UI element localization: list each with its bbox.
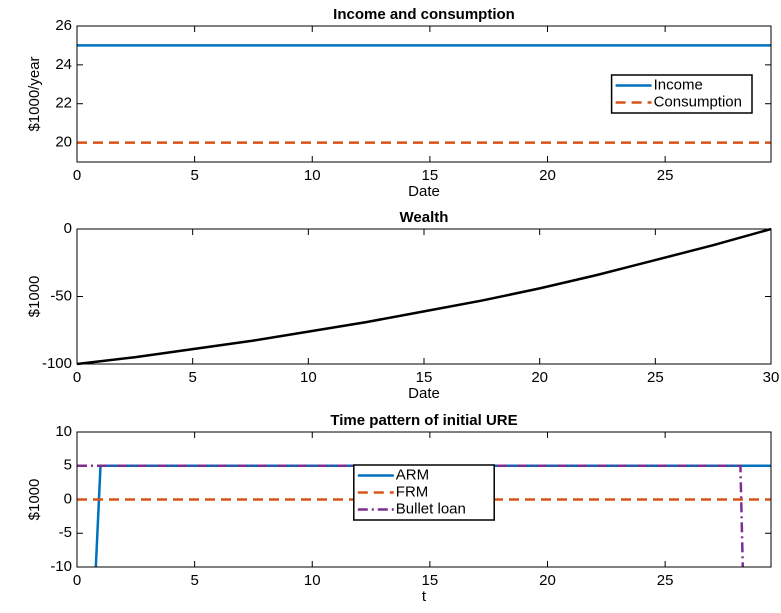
x-tick-label: 5 [190, 167, 198, 184]
y-axis-label: $1000 [26, 276, 43, 318]
x-tick-label: 10 [300, 369, 317, 386]
legend-label: Consumption [654, 93, 742, 110]
series-line [76, 227, 772, 366]
axes-box [76, 25, 772, 163]
x-tick-label: 30 [763, 369, 780, 386]
x-tick-label: 15 [422, 572, 439, 589]
y-tick-label: 26 [55, 17, 72, 34]
series-line [77, 464, 745, 568]
x-tick-label: 0 [73, 369, 81, 386]
x-axis-label: t [422, 588, 427, 605]
x-tick-label: 25 [647, 369, 664, 386]
axes-box [76, 228, 772, 365]
axes-box [76, 431, 772, 568]
legend-label: Income [654, 76, 703, 93]
y-tick-label: 10 [55, 423, 72, 440]
chart-title: Wealth [400, 209, 449, 226]
subplot: Time pattern of initial URE t $1000 0 5 10 15 2… [26, 412, 772, 605]
x-tick-label: 15 [416, 369, 433, 386]
y-tick-label: 0 [64, 220, 72, 237]
y-tick-label: 22 [55, 95, 72, 112]
y-axis-label: $1000/year [26, 56, 43, 131]
x-tick-label: 20 [539, 572, 556, 589]
y-tick-label: -100 [42, 355, 72, 372]
x-axis-label: Date [408, 183, 440, 200]
legend-label: FRM [396, 483, 429, 500]
y-tick-label: 0 [64, 490, 72, 507]
y-tick-label: -5 [59, 524, 72, 541]
y-tick-label: 5 [64, 457, 72, 474]
y-tick-label: 20 [55, 134, 72, 151]
y-tick-label: -50 [50, 287, 72, 304]
x-tick-label: 25 [657, 167, 674, 184]
legend-box [610, 74, 753, 114]
x-tick-label: 15 [422, 167, 439, 184]
chart-title: Time pattern of initial URE [330, 412, 517, 429]
x-tick-label: 20 [539, 167, 556, 184]
y-tick-label: 24 [55, 56, 72, 73]
y-axis-label: $1000 [26, 479, 43, 521]
chart-title: Income and consumption [333, 6, 515, 23]
x-tick-label: 10 [304, 572, 321, 589]
subplot: Wealth Date $1000 0 5 10 15 20 25 30 -100 -50 0 [26, 209, 779, 402]
x-tick-label: 0 [73, 167, 81, 184]
x-axis-label: Date [408, 385, 440, 402]
y-tick-label: -10 [50, 558, 72, 575]
x-tick-label: 0 [73, 572, 81, 589]
x-tick-label: 5 [188, 369, 196, 386]
legend-label: Bullet loan [396, 500, 466, 517]
legend-label: ARM [396, 466, 429, 483]
x-tick-label: 5 [190, 572, 198, 589]
x-tick-label: 10 [304, 167, 321, 184]
subplot: Income and consumption Date $1000/year 0 5 10… [26, 6, 772, 200]
x-tick-label: 25 [657, 572, 674, 589]
x-tick-label: 20 [531, 369, 548, 386]
